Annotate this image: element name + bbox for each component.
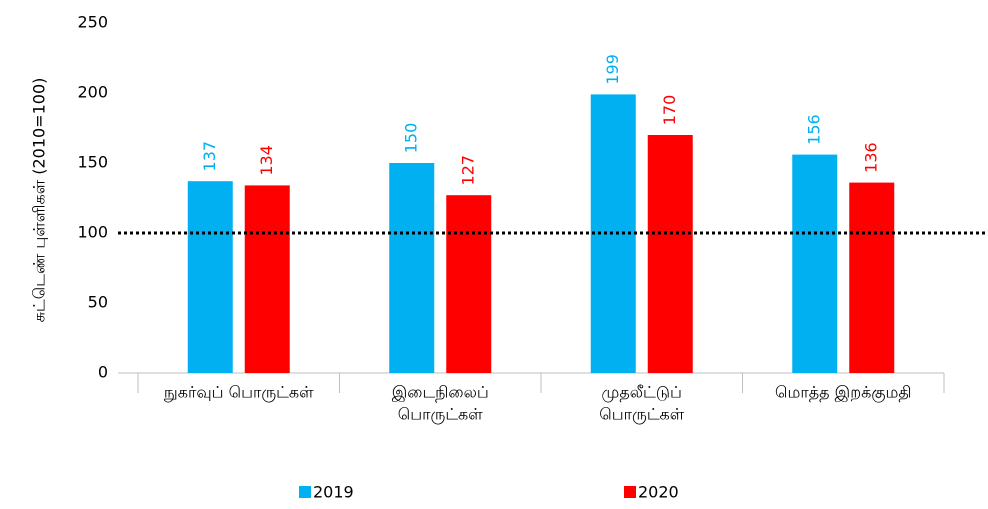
x-tick-label: முதலீட்டுப் — [602, 383, 682, 403]
y-tick-label: 50 — [88, 293, 108, 312]
value-label: 136 — [861, 142, 880, 173]
bar — [389, 163, 435, 373]
value-label: 150 — [401, 123, 420, 154]
value-label: 156 — [804, 114, 823, 145]
legend-swatch — [624, 486, 636, 498]
value-label: 127 — [458, 155, 477, 186]
x-tick-label: இடைநிலைப் — [392, 383, 489, 403]
value-label: 199 — [603, 54, 622, 85]
y-axis-label: சுட்டெண் புள்ளிகள் (2010=100) — [30, 78, 49, 323]
y-tick-label: 250 — [77, 13, 108, 32]
bar — [244, 185, 290, 373]
y-tick-label: 0 — [98, 363, 108, 382]
legend-swatch — [299, 486, 311, 498]
x-tick-label: மொத்த இறக்குமதி — [775, 383, 911, 403]
bar — [187, 181, 233, 373]
bar — [647, 135, 693, 373]
y-tick-label: 200 — [77, 83, 108, 102]
x-tick-label: பொருட்கள் — [599, 405, 685, 425]
x-tick-label: பொருட்கள் — [398, 405, 484, 425]
x-tick-label: நுகர்வுப் பொருட்கள் — [164, 383, 314, 403]
bar — [446, 195, 492, 373]
value-label: 134 — [257, 145, 276, 176]
y-tick-label: 150 — [77, 153, 108, 172]
y-tick-label: 100 — [77, 223, 108, 242]
value-label: 137 — [200, 141, 219, 172]
bar — [849, 182, 895, 373]
bar — [792, 154, 838, 373]
legend-label: 2019 — [313, 483, 354, 502]
value-label: 170 — [660, 95, 679, 126]
legend-label: 2020 — [638, 483, 679, 502]
